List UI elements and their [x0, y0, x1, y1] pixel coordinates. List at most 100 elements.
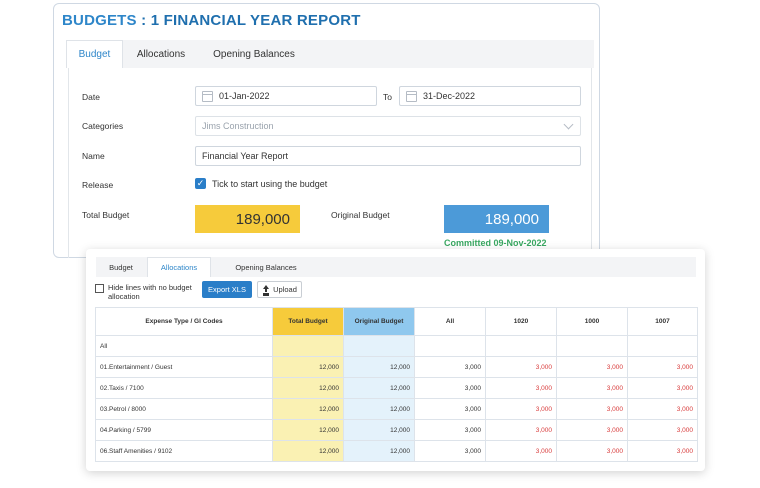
categories-select[interactable]: Jims Construction — [195, 116, 581, 136]
committed-status: Committed 09-Nov-2022 — [444, 238, 547, 248]
release-label: Release — [82, 180, 114, 190]
all-cell: 3,000 — [414, 377, 486, 399]
date-from-field[interactable]: 01-Jan-2022 — [195, 86, 377, 106]
table-header-row: Expense Type / Gl Codes Total Budget Ori… — [95, 307, 698, 336]
cell-1000[interactable]: 3,000 — [556, 440, 628, 462]
original-budget-label: Original Budget — [331, 210, 390, 220]
original-budget-cell: 12,000 — [343, 398, 415, 420]
upload-icon — [262, 285, 270, 294]
all-cell: 3,000 — [414, 356, 486, 378]
cell-1020[interactable]: 3,000 — [485, 419, 557, 441]
gl-code-cell: 03.Petrol / 8000 — [95, 398, 273, 420]
date-to-field[interactable]: 31-Dec-2022 — [399, 86, 581, 106]
cell-1020[interactable]: 3,000 — [485, 377, 557, 399]
cell-1020[interactable]: 3,000 — [485, 440, 557, 462]
original-budget-cell: 12,000 — [343, 356, 415, 378]
column-header[interactable]: All — [414, 307, 486, 336]
table-row[interactable]: 02.Taxis / 7100 12,000 12,000 3,000 3,00… — [95, 377, 698, 399]
budget-form: Date 01-Jan-2022 To 31-Dec-2022 Categori… — [68, 68, 592, 258]
cell-1007[interactable]: 3,000 — [627, 440, 698, 462]
title-rest: : 1 FINANCIAL YEAR REPORT — [141, 12, 361, 29]
total-budget-cell[interactable]: 12,000 — [272, 398, 344, 420]
column-header[interactable]: 1000 — [556, 307, 628, 336]
allocations-table: Expense Type / Gl Codes Total Budget Ori… — [95, 307, 698, 462]
cell-1007[interactable] — [627, 335, 698, 357]
tab-budget[interactable]: Budget — [109, 262, 133, 272]
tab-opening-balances[interactable]: Opening Balances — [213, 48, 295, 60]
cell-1007[interactable]: 3,000 — [627, 398, 698, 420]
cell-1007[interactable]: 3,000 — [627, 356, 698, 378]
gl-code-cell: 04.Parking / 5799 — [95, 419, 273, 441]
original-budget-cell: 12,000 — [343, 377, 415, 399]
page-title: BUDGETS : 1 FINANCIAL YEAR REPORT — [62, 12, 361, 29]
all-cell — [414, 335, 486, 357]
checkbox-checked-icon[interactable]: ✓ — [195, 178, 206, 189]
to-label: To — [383, 92, 392, 102]
upload-button[interactable]: Upload — [257, 281, 302, 298]
table-row[interactable]: 01.Entertainment / Guest 12,000 12,000 3… — [95, 356, 698, 378]
date-label: Date — [82, 92, 100, 102]
tab-allocations[interactable]: Allocations — [147, 257, 211, 277]
cell-1000[interactable]: 3,000 — [556, 419, 628, 441]
budget-form-panel: BUDGETS : 1 FINANCIAL YEAR REPORT Budget… — [53, 3, 600, 258]
table-row[interactable]: 04.Parking / 5799 12,000 12,000 3,000 3,… — [95, 419, 698, 441]
total-budget-value: 189,000 — [195, 205, 300, 233]
cell-1000[interactable]: 3,000 — [556, 356, 628, 378]
table-row[interactable]: All — [95, 335, 698, 357]
cell-1020[interactable]: 3,000 — [485, 398, 557, 420]
all-cell: 3,000 — [414, 398, 486, 420]
hide-unallocated-toggle[interactable]: Hide lines with no budget allocation — [95, 283, 208, 301]
calendar-icon — [202, 90, 213, 102]
gl-code-cell: All — [95, 335, 273, 357]
name-label: Name — [82, 151, 105, 161]
upload-label: Upload — [273, 285, 297, 294]
date-from-value: 01-Jan-2022 — [219, 91, 270, 101]
calendar-icon — [406, 90, 417, 102]
total-budget-cell[interactable]: 12,000 — [272, 440, 344, 462]
categories-label: Categories — [82, 121, 124, 131]
cell-1007[interactable]: 3,000 — [627, 419, 698, 441]
gl-code-cell: 06.Staff Amenities / 9102 — [95, 440, 273, 462]
original-budget-cell — [343, 335, 415, 357]
column-header[interactable]: 1007 — [627, 307, 698, 336]
all-cell: 3,000 — [414, 419, 486, 441]
tab-opening-balances[interactable]: Opening Balances — [235, 262, 297, 272]
table-row[interactable]: 03.Petrol / 8000 12,000 12,000 3,000 3,0… — [95, 398, 698, 420]
hide-unallocated-label: Hide lines with no budget allocation — [108, 283, 192, 301]
total-budget-cell[interactable]: 12,000 — [272, 377, 344, 399]
original-budget-cell: 12,000 — [343, 419, 415, 441]
column-header[interactable]: Total Budget — [272, 307, 344, 336]
name-value: Financial Year Report — [202, 151, 289, 161]
title-prefix: BUDGETS — [62, 12, 137, 29]
allocation-tabs: Budget Allocations Opening Balances — [96, 257, 696, 277]
total-budget-cell[interactable]: 12,000 — [272, 419, 344, 441]
checkbox-unchecked-icon[interactable] — [95, 284, 104, 293]
cell-1007[interactable]: 3,000 — [627, 377, 698, 399]
all-cell: 3,000 — [414, 440, 486, 462]
date-to-value: 31-Dec-2022 — [423, 91, 476, 101]
categories-value: Jims Construction — [202, 121, 274, 131]
cell-1000[interactable]: 3,000 — [556, 398, 628, 420]
allocations-panel: Budget Allocations Opening Balances Hide… — [86, 249, 705, 471]
gl-code-cell: 01.Entertainment / Guest — [95, 356, 273, 378]
cell-1020[interactable]: 3,000 — [485, 356, 557, 378]
release-text: Tick to start using the budget — [212, 178, 328, 189]
column-header[interactable]: Expense Type / Gl Codes — [95, 307, 273, 336]
total-budget-cell[interactable]: 12,000 — [272, 356, 344, 378]
chevron-down-icon — [563, 119, 574, 130]
name-input[interactable]: Financial Year Report — [195, 146, 581, 166]
total-budget-label: Total Budget — [82, 210, 130, 220]
cell-1000[interactable]: 3,000 — [556, 377, 628, 399]
cell-1000[interactable] — [556, 335, 628, 357]
table-row[interactable]: 06.Staff Amenities / 9102 12,000 12,000 … — [95, 440, 698, 462]
original-budget-value: 189,000 — [444, 205, 549, 233]
original-budget-cell: 12,000 — [343, 440, 415, 462]
total-budget-cell[interactable] — [272, 335, 344, 357]
column-header[interactable]: 1020 — [485, 307, 557, 336]
tab-budget[interactable]: Budget — [66, 40, 123, 68]
export-xls-button[interactable]: Export XLS — [202, 281, 252, 298]
column-header[interactable]: Original Budget — [343, 307, 415, 336]
tab-allocations[interactable]: Allocations — [136, 48, 186, 60]
cell-1020[interactable] — [485, 335, 557, 357]
release-checkbox-row[interactable]: ✓ Tick to start using the budget — [195, 178, 327, 189]
